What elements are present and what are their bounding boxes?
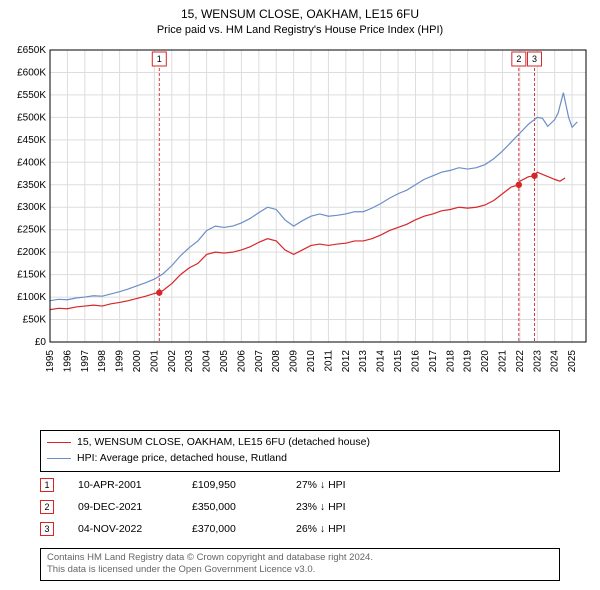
svg-text:£200K: £200K bbox=[17, 247, 46, 258]
svg-text:1995: 1995 bbox=[45, 350, 56, 373]
svg-text:2005: 2005 bbox=[219, 350, 230, 373]
title-line-2: Price paid vs. HM Land Registry's House … bbox=[0, 23, 600, 38]
svg-text:2: 2 bbox=[516, 54, 521, 64]
legend-row-property: 15, WENSUM CLOSE, OAKHAM, LE15 6FU (deta… bbox=[47, 435, 553, 451]
chart-area: £0 £50K £100K £150K £200K £250K £300K £350K £400… bbox=[8, 46, 592, 380]
svg-text:1997: 1997 bbox=[80, 350, 91, 373]
event-price-3: £370,000 bbox=[192, 523, 272, 535]
svg-text:2009: 2009 bbox=[289, 350, 300, 373]
svg-text:2015: 2015 bbox=[393, 350, 404, 373]
svg-text:2003: 2003 bbox=[184, 350, 195, 373]
svg-text:2014: 2014 bbox=[376, 350, 387, 373]
legend-box: 15, WENSUM CLOSE, OAKHAM, LE15 6FU (deta… bbox=[40, 430, 560, 472]
svg-text:2016: 2016 bbox=[410, 350, 421, 373]
event-marker-1: 1 bbox=[40, 478, 54, 492]
footer-line-1: Contains HM Land Registry data © Crown c… bbox=[47, 552, 553, 564]
svg-text:£350K: £350K bbox=[17, 180, 46, 191]
svg-text:2019: 2019 bbox=[463, 350, 474, 373]
legend-swatch-hpi bbox=[47, 458, 71, 459]
svg-text:2004: 2004 bbox=[202, 350, 213, 373]
svg-text:2006: 2006 bbox=[236, 350, 247, 373]
svg-text:£250K: £250K bbox=[17, 225, 46, 236]
svg-text:£0: £0 bbox=[35, 337, 47, 348]
svg-text:£600K: £600K bbox=[17, 67, 46, 78]
svg-text:2021: 2021 bbox=[497, 350, 508, 373]
legend-swatch-property bbox=[47, 442, 71, 443]
svg-text:1999: 1999 bbox=[115, 350, 126, 373]
svg-text:£150K: £150K bbox=[17, 270, 46, 281]
svg-text:2022: 2022 bbox=[515, 350, 526, 373]
svg-text:£100K: £100K bbox=[17, 292, 46, 303]
svg-text:£450K: £450K bbox=[17, 135, 46, 146]
svg-text:2012: 2012 bbox=[341, 350, 352, 373]
event-price-1: £109,950 bbox=[192, 479, 272, 491]
svg-text:2018: 2018 bbox=[445, 350, 456, 373]
event-row-3: 3 04-NOV-2022 £370,000 26% ↓ HPI bbox=[40, 518, 560, 540]
svg-text:2013: 2013 bbox=[358, 350, 369, 373]
chart-title: 15, WENSUM CLOSE, OAKHAM, LE15 6FU Price… bbox=[0, 0, 600, 38]
event-price-2: £350,000 bbox=[192, 501, 272, 513]
svg-text:2024: 2024 bbox=[550, 350, 561, 373]
svg-text:1: 1 bbox=[157, 54, 162, 64]
event-date-1: 10-APR-2001 bbox=[78, 479, 168, 491]
svg-text:2008: 2008 bbox=[271, 350, 282, 373]
svg-text:2007: 2007 bbox=[254, 350, 265, 373]
event-diff-1: 27% ↓ HPI bbox=[296, 479, 386, 491]
svg-text:2023: 2023 bbox=[532, 350, 543, 373]
svg-text:£400K: £400K bbox=[17, 157, 46, 168]
svg-text:£650K: £650K bbox=[17, 46, 46, 56]
events-list: 1 10-APR-2001 £109,950 27% ↓ HPI 2 09-DE… bbox=[40, 474, 560, 540]
svg-text:2020: 2020 bbox=[480, 350, 491, 373]
chart-svg: £0 £50K £100K £150K £200K £250K £300K £350K £400… bbox=[8, 46, 592, 426]
svg-text:2001: 2001 bbox=[149, 350, 160, 373]
event-marker-3: 3 bbox=[40, 522, 54, 536]
footer-line-2: This data is licensed under the Open Gov… bbox=[47, 564, 553, 576]
event-row-1: 1 10-APR-2001 £109,950 27% ↓ HPI bbox=[40, 474, 560, 496]
legend-label-property: 15, WENSUM CLOSE, OAKHAM, LE15 6FU (deta… bbox=[77, 435, 370, 451]
svg-text:£50K: £50K bbox=[23, 315, 47, 326]
svg-text:2002: 2002 bbox=[167, 350, 178, 373]
title-line-1: 15, WENSUM CLOSE, OAKHAM, LE15 6FU bbox=[0, 6, 600, 23]
svg-text:2017: 2017 bbox=[428, 350, 439, 373]
svg-text:2010: 2010 bbox=[306, 350, 317, 373]
event-date-3: 04-NOV-2022 bbox=[78, 523, 168, 535]
svg-text:3: 3 bbox=[532, 54, 537, 64]
svg-text:1998: 1998 bbox=[97, 350, 108, 373]
legend-label-hpi: HPI: Average price, detached house, Rutl… bbox=[77, 451, 287, 467]
svg-text:2000: 2000 bbox=[132, 350, 143, 373]
svg-text:£500K: £500K bbox=[17, 112, 46, 123]
svg-text:2011: 2011 bbox=[323, 350, 334, 372]
event-row-2: 2 09-DEC-2021 £350,000 23% ↓ HPI bbox=[40, 496, 560, 518]
footer-box: Contains HM Land Registry data © Crown c… bbox=[40, 548, 560, 581]
legend-row-hpi: HPI: Average price, detached house, Rutl… bbox=[47, 451, 553, 467]
svg-text:1996: 1996 bbox=[62, 350, 73, 373]
event-diff-2: 23% ↓ HPI bbox=[296, 501, 386, 513]
svg-text:£300K: £300K bbox=[17, 202, 46, 213]
event-date-2: 09-DEC-2021 bbox=[78, 501, 168, 513]
svg-text:2025: 2025 bbox=[567, 350, 578, 373]
event-marker-2: 2 bbox=[40, 500, 54, 514]
svg-text:£550K: £550K bbox=[17, 90, 46, 101]
event-diff-3: 26% ↓ HPI bbox=[296, 523, 386, 535]
